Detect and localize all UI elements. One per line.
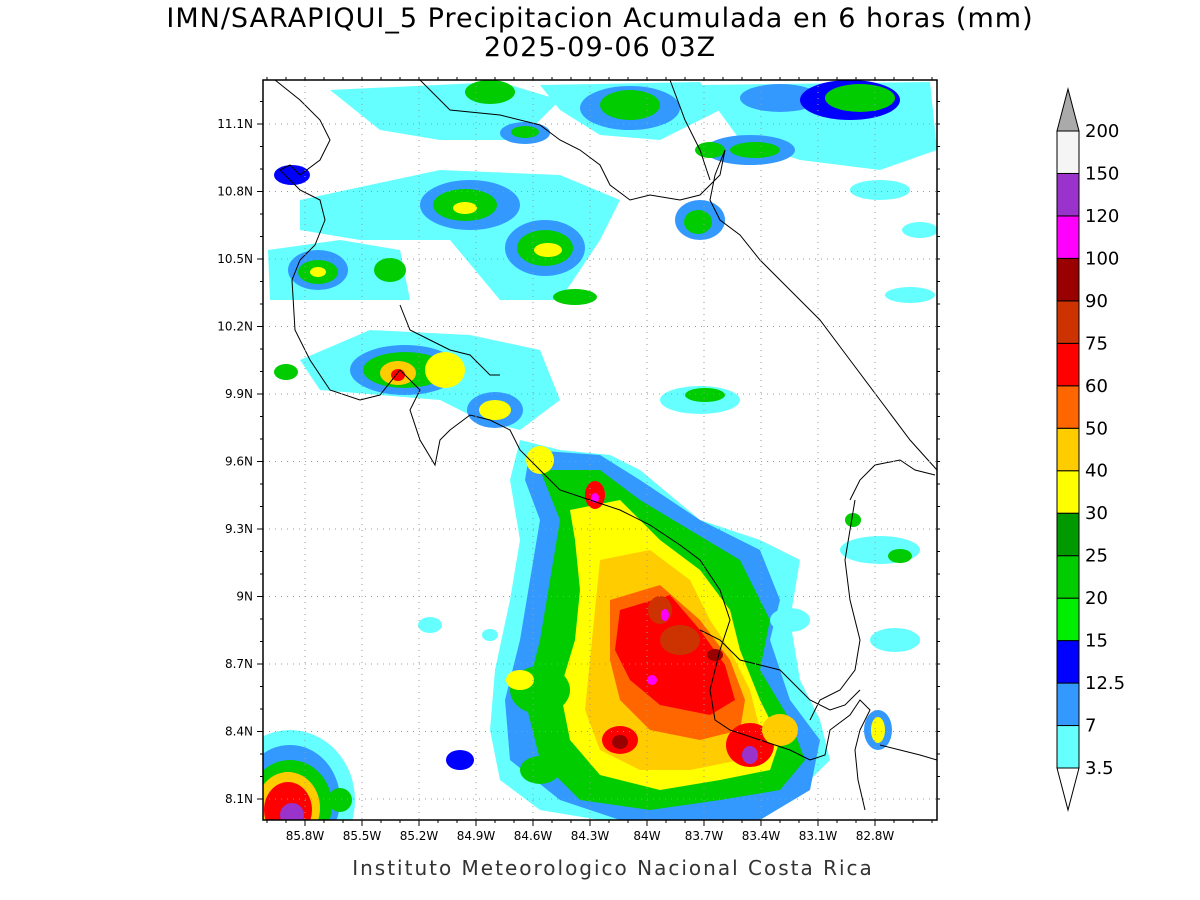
legend-color-swatch xyxy=(1056,300,1080,344)
lon-tick-label: 83.4W xyxy=(742,829,781,843)
legend-level-label: 100 xyxy=(1085,248,1119,269)
lon-tick-label: 85.5W xyxy=(343,829,382,843)
legend-level-label: 60 xyxy=(1085,376,1108,397)
graticule-grid xyxy=(263,80,937,820)
lat-tick-label: 9N xyxy=(236,590,253,604)
lat-tick-label: 11.1N xyxy=(217,117,253,131)
legend-level-label: 7 xyxy=(1085,716,1096,737)
legend-color-swatch xyxy=(1056,215,1080,259)
lon-tick-label: 83.1W xyxy=(799,829,838,843)
lat-tick-label: 10.2N xyxy=(217,320,253,334)
legend-color-swatch xyxy=(1056,342,1080,387)
legend-upper-triangle xyxy=(1056,87,1080,132)
lon-tick-label: 85.2W xyxy=(400,829,439,843)
lat-tick-label: 9.6N xyxy=(225,455,253,469)
latitude-axis: 11.1N 10.8N 10.5N 10.2N 9.9N 9.6N 9.3N 9N 8.7N 8.… xyxy=(217,101,940,806)
lat-tick-label: 8.7N xyxy=(225,657,253,671)
legend-level-label: 20 xyxy=(1085,588,1108,609)
legend-level-label: 3.5 xyxy=(1085,758,1114,779)
legend-color-swatch xyxy=(1056,257,1080,302)
lat-tick-label: 9.9N xyxy=(225,387,253,401)
legend-color-swatch xyxy=(1056,725,1080,769)
lat-tick-label: 10.5N xyxy=(217,252,253,266)
color-scale-legend: 3.5 7 12.5 15 20 25 30 40 50 60 75 90 100 120 150 200 xyxy=(1056,87,1125,812)
longitude-axis: 85.8W 85.5W 85.2W 84.9W 84.6W 84.3W 84W 83.7W 83… xyxy=(266,77,933,843)
north-rain-bands xyxy=(268,80,937,305)
legend-color-swatch xyxy=(1056,682,1080,727)
lon-tick-label: 84.3W xyxy=(571,829,610,843)
footer-credit: Instituto Meteorologico Nacional Costa R… xyxy=(352,856,874,880)
lon-tick-label: 84W xyxy=(633,829,660,843)
lon-tick-label: 84.6W xyxy=(514,829,553,843)
legend-level-label: 15 xyxy=(1085,631,1108,652)
lat-tick-label: 8.4N xyxy=(225,725,253,739)
legend-color-swatch xyxy=(1056,512,1080,557)
legend-color-swatch xyxy=(1056,172,1080,217)
legend-color-swatch xyxy=(1056,427,1080,472)
legend-color-swatch xyxy=(1056,597,1080,642)
lon-tick-label: 84.9W xyxy=(457,829,496,843)
legend-level-label: 40 xyxy=(1085,461,1108,482)
legend-level-label: 50 xyxy=(1085,418,1108,439)
legend-level-label: 30 xyxy=(1085,503,1108,524)
lat-tick-label: 9.3N xyxy=(225,522,253,536)
lat-tick-label: 8.1N xyxy=(225,792,253,806)
east-scattered-rain xyxy=(328,513,920,812)
legend-level-label: 75 xyxy=(1085,333,1108,354)
legend-level-label: 150 xyxy=(1085,163,1119,184)
legend-level-label: 90 xyxy=(1085,291,1108,312)
legend-color-swatch xyxy=(1056,130,1080,174)
map-subtitle-date: 2025-09-06 03Z xyxy=(483,32,717,63)
lat-tick-label: 10.8N xyxy=(217,185,253,199)
plot-frame xyxy=(262,79,938,821)
map-title: IMN/SARAPIQUI_5 Precipitacion Acumulada … xyxy=(166,3,1034,34)
legend-lower-triangle xyxy=(1056,767,1080,812)
legend-color-swatch xyxy=(1056,640,1080,684)
legend-level-label: 12.5 xyxy=(1085,673,1125,694)
lon-tick-label: 82.8W xyxy=(856,829,895,843)
legend-color-swatch xyxy=(1056,555,1080,599)
lon-tick-label: 83.7W xyxy=(685,829,724,843)
precipitation-field xyxy=(263,80,937,820)
legend-color-swatch xyxy=(1056,470,1080,514)
legend-level-label: 25 xyxy=(1085,546,1108,567)
legend-level-label: 200 xyxy=(1085,121,1119,142)
legend-color-swatch xyxy=(1056,385,1080,429)
coastlines xyxy=(274,80,937,811)
heavy-rain-core xyxy=(490,440,830,820)
central-rain-band xyxy=(274,330,740,430)
legend-level-label: 120 xyxy=(1085,206,1119,227)
lon-tick-label: 85.8W xyxy=(286,829,325,843)
